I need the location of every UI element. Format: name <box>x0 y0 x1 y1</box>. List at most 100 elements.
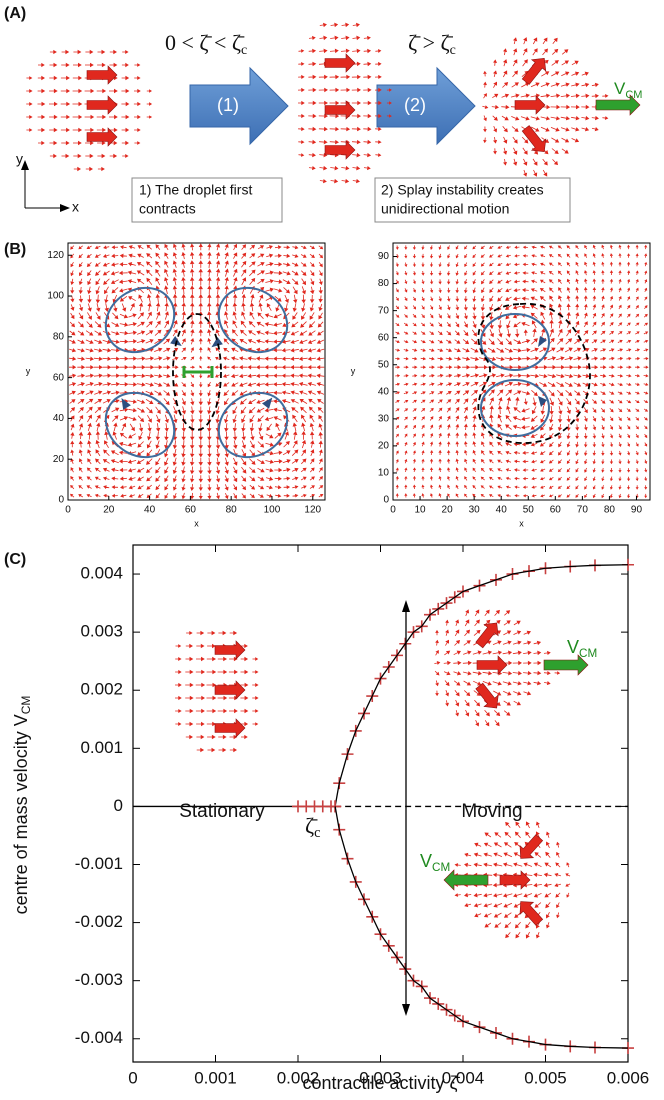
field-arrow <box>95 414 101 423</box>
vortex-loop <box>104 286 176 354</box>
field-arrow <box>102 467 110 472</box>
field-arrow <box>155 302 161 312</box>
field-arrow <box>412 253 416 259</box>
field-arrow <box>525 821 530 829</box>
field-arrow <box>94 348 103 353</box>
field-arrow <box>207 293 212 303</box>
field-arrow <box>230 356 239 361</box>
y-tick-label: 60 <box>53 372 65 383</box>
field-arrow <box>480 312 486 321</box>
field-arrow <box>49 88 58 94</box>
field-arrow <box>530 296 538 301</box>
field-arrow <box>530 304 538 310</box>
field-arrow <box>95 458 101 465</box>
field-arrow <box>575 459 579 465</box>
field-arrow <box>465 609 470 617</box>
field-arrow <box>609 399 615 404</box>
field-arrow <box>196 721 205 727</box>
velocity-label-sub: CM <box>579 647 597 660</box>
field-arrow <box>198 382 203 388</box>
y-tick-label: 100 <box>47 291 64 302</box>
field-arrow <box>592 467 596 473</box>
field-arrow <box>635 261 639 267</box>
field-arrow <box>421 450 425 455</box>
field-arrow <box>609 459 614 465</box>
field-arrow <box>363 100 372 106</box>
field-arrow <box>479 381 488 387</box>
field-arrow <box>473 680 482 686</box>
field-arrow <box>412 475 416 481</box>
field-arrow <box>70 458 75 465</box>
field-arrow <box>316 339 325 344</box>
field-arrow <box>190 320 195 328</box>
field-arrow <box>156 414 161 424</box>
field-arrow <box>319 48 328 54</box>
field-arrow <box>574 329 580 336</box>
field-arrow <box>198 302 203 312</box>
field-arrow <box>609 313 614 318</box>
field-arrow <box>617 331 623 335</box>
x-axis-label: x <box>194 518 199 528</box>
field-arrow <box>471 338 478 345</box>
field-arrow <box>363 139 372 145</box>
field-arrow <box>111 339 120 344</box>
field-arrow <box>462 339 470 345</box>
field-arrow <box>301 245 307 250</box>
field-arrow <box>575 441 579 448</box>
field-arrow <box>189 302 195 312</box>
field-arrow <box>363 74 372 80</box>
field-arrow <box>644 450 648 456</box>
field-arrow <box>538 373 548 379</box>
field-arrow <box>643 391 649 395</box>
field-arrow <box>301 458 307 465</box>
field-arrow <box>644 244 648 250</box>
field-arrow <box>521 347 531 353</box>
field-arrow <box>232 320 238 329</box>
field-arrow <box>127 279 137 284</box>
field-arrow <box>609 322 614 327</box>
field-arrow <box>618 416 622 422</box>
field-arrow <box>308 113 317 119</box>
field-arrow <box>472 287 477 294</box>
field-arrow <box>163 338 171 345</box>
field-arrow <box>173 319 178 329</box>
field-arrow <box>472 295 477 303</box>
field-arrow <box>482 681 492 686</box>
field-arrow <box>634 382 640 387</box>
field-arrow <box>319 178 327 184</box>
field-arrow <box>264 365 274 370</box>
field-arrow <box>341 165 350 171</box>
field-arrow <box>229 708 238 714</box>
field-arrow <box>78 476 83 481</box>
field-arrow <box>489 476 494 481</box>
velocity-label-sub: CM <box>432 861 450 874</box>
field-arrow <box>548 450 554 456</box>
y-tick-label: -0.002 <box>75 912 123 931</box>
field-arrow <box>94 381 103 387</box>
field-arrow <box>301 422 306 432</box>
field-arrow <box>472 312 477 320</box>
field-arrow <box>318 245 324 250</box>
note-box <box>131 177 283 223</box>
field-arrow <box>549 319 554 329</box>
field-arrow <box>609 485 613 490</box>
field-arrow <box>421 322 426 327</box>
field-arrow <box>217 695 228 701</box>
field-arrow <box>483 842 492 848</box>
field-arrow <box>109 114 118 120</box>
field-arrow <box>386 114 392 118</box>
field-arrow <box>70 270 74 277</box>
field-arrow <box>292 312 298 320</box>
field-arrow <box>110 271 119 276</box>
field-arrow <box>522 485 528 489</box>
field-arrow <box>120 493 127 498</box>
field-arrow <box>189 260 195 268</box>
field-arrow <box>488 389 495 397</box>
field-arrow <box>232 414 237 424</box>
field-arrow <box>119 365 129 370</box>
field-arrow <box>533 862 542 868</box>
field-arrow <box>635 270 639 275</box>
field-arrow <box>494 609 500 616</box>
field-arrow <box>438 304 442 311</box>
field-arrow <box>120 245 127 250</box>
